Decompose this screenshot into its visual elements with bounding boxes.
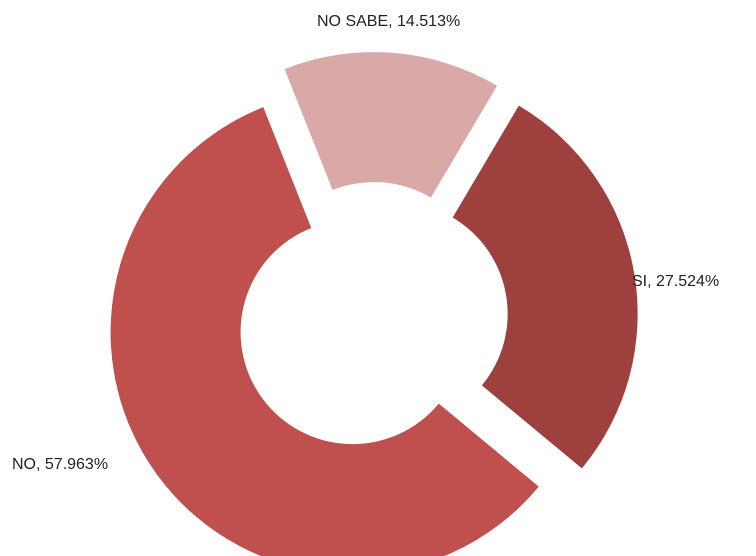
slice: SI xyxy=(452,105,638,469)
data-label: SI, 27.524% xyxy=(632,273,719,290)
slice: NO SABE xyxy=(284,52,498,198)
data-label: NO SABE, 14.513% xyxy=(317,13,460,30)
data-label: NO, 57.963% xyxy=(12,456,108,473)
slice: NO xyxy=(110,107,539,556)
